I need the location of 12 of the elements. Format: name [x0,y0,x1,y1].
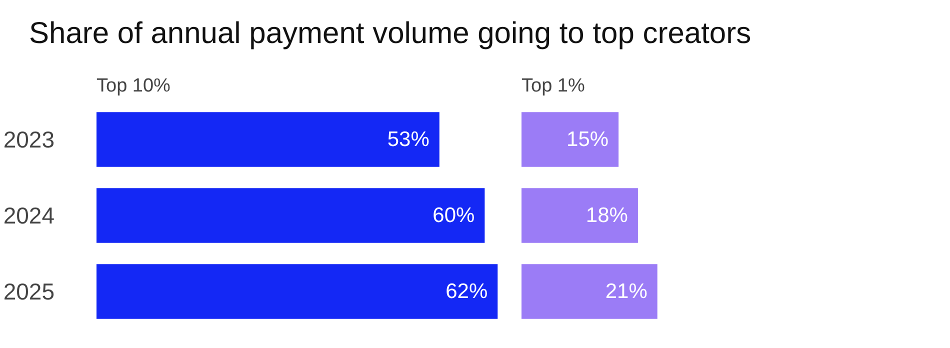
data-label: 15% [566,128,609,151]
chart-subtitle: Top 1% [522,76,585,96]
data-label: 60% [432,204,475,227]
data-label: 21% [605,280,648,303]
data-label: 53% [387,128,430,151]
chart-title: Share of annual payment volume going to top creators [29,16,752,52]
y-tick-label: 2024 [3,202,55,228]
y-tick-label: 2023 [3,126,55,152]
data-label: 18% [586,204,628,227]
data-label: 62% [446,280,488,303]
chart-subtitle: Top 10% [96,76,171,96]
y-tick-label: 2025 [3,278,55,304]
